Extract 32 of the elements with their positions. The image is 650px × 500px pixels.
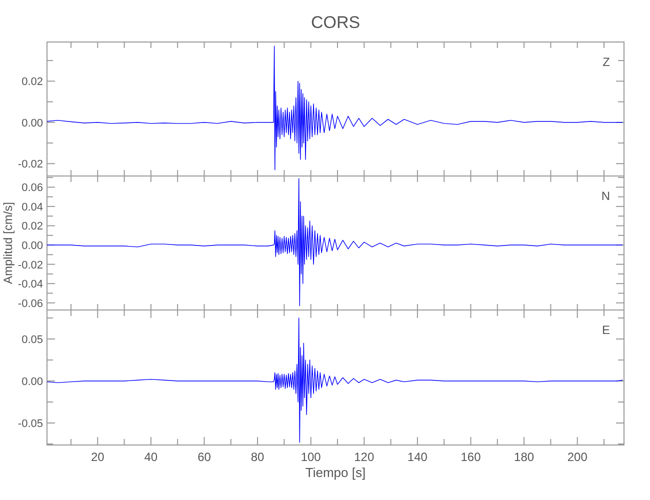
y-tick-label: 0.04 [22,201,43,214]
y-axis-title: Amplitud [cm/s] [1,202,15,284]
y-tick-label: 0.00 [22,117,43,130]
x-tick-label: 80 [250,450,265,464]
line-series [47,46,624,170]
y-tick-label: -0.04 [18,278,43,291]
y-tick-label: 0.00 [22,240,43,252]
annotation: Z [602,55,610,69]
y-tick-label: -0.05 [18,418,43,430]
y-tick-label: 0.02 [22,76,43,88]
x-tick-label: 140 [407,450,428,464]
y-tick-label: -0.02 [18,259,43,272]
y-tick-label: 0.00 [22,376,43,388]
x-tick-label: 200 [567,450,588,464]
chart-title: CORS [310,13,360,32]
y-tick-label: -0.06 [18,298,43,310]
x-tick-label: 160 [460,450,482,464]
x-tick-label: 180 [514,450,534,464]
annotation: E [602,323,610,337]
y-tick-label: 0.06 [22,182,43,194]
x-tick-label: 100 [300,450,322,464]
x-tick-label: 20 [90,450,105,464]
annotation: N [601,189,610,203]
x-axis-title: Tiempo [s] [305,465,366,480]
line-series [47,318,624,443]
y-tick-label: 0.05 [22,334,43,346]
line-series [47,178,624,306]
y-tick-label: 0.02 [22,220,43,233]
y-tick-label: -0.02 [18,158,43,171]
x-tick-label: 40 [144,450,158,464]
x-tick-label: 60 [198,450,212,464]
x-tick-label: 120 [354,450,374,464]
